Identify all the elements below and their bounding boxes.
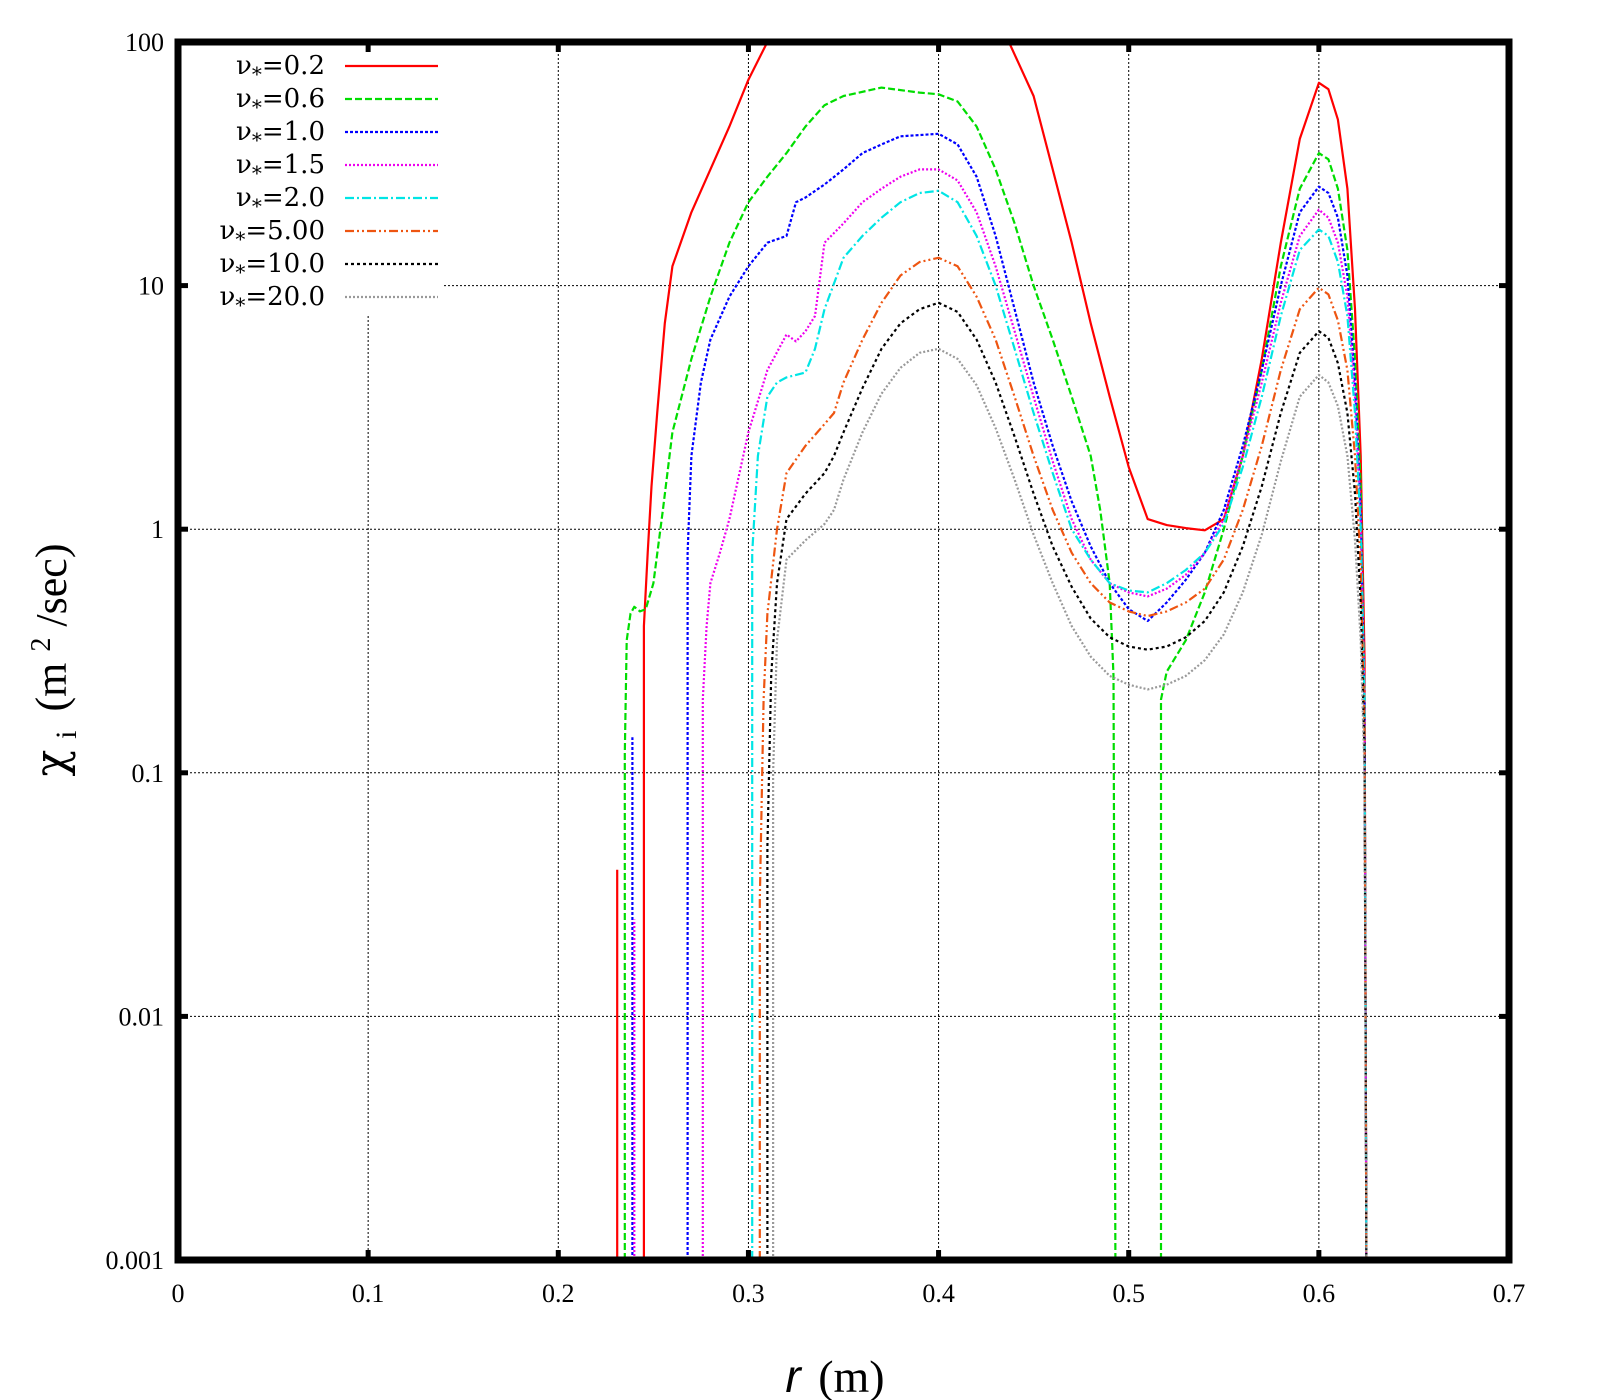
series-line: [772, 347, 1368, 1260]
y-tick-labels: 0.001 0.01 0.1 1 10 100: [106, 28, 165, 1275]
legend-label: ν*=10.0: [220, 249, 326, 284]
y-tick-label: 0.001: [106, 1246, 165, 1275]
x-tick-label: 0.1: [352, 1279, 385, 1308]
series-4: [633, 168, 1368, 1260]
y-tick-label: 100: [125, 28, 164, 57]
series-6: [758, 256, 1368, 1260]
legend-label: ν*=2.0: [236, 183, 325, 218]
series-line: [766, 301, 1368, 1260]
x-tick-labels: 0 0.1 0.2 0.3 0.4 0.5 0.6 0.7: [172, 1279, 1526, 1308]
legend-label: ν*=1.0: [236, 117, 325, 152]
series-line: [642, 42, 769, 1260]
y-tick-label: 0.01: [119, 1002, 165, 1031]
y-axis-subscript: i: [50, 730, 83, 738]
y-axis-unit-open: (m: [27, 663, 76, 712]
y-axis-unit-sup: 2: [26, 638, 57, 652]
x-tick-label: 0.6: [1303, 1279, 1336, 1308]
y-tick-label: 10: [138, 272, 164, 301]
x-tick-label: 0.5: [1112, 1279, 1145, 1308]
series-line: [1159, 152, 1368, 1260]
x-tick-label: 0.3: [732, 1279, 765, 1308]
legend-label: ν*=0.2: [236, 51, 325, 86]
legend-item: ν*=0.2: [236, 51, 438, 86]
y-axis-symbol: χ: [26, 750, 77, 777]
legend-item: ν*=2.0: [236, 183, 438, 218]
legend-label: ν*=20.0: [220, 282, 326, 317]
x-tick-label: 0: [172, 1279, 185, 1308]
y-axis-unit-close: /sec): [27, 544, 76, 627]
x-axis-title: r (m): [785, 1350, 884, 1400]
series-7: [766, 301, 1368, 1260]
series-line: [1007, 42, 1368, 1260]
x-axis-variable: r: [785, 1350, 802, 1400]
legend-label: ν*=1.5: [236, 150, 325, 185]
series-line: [701, 168, 1368, 1260]
series-line: [751, 189, 1368, 1260]
x-tick-label: 0.2: [542, 1279, 575, 1308]
legend-item: ν*=1.5: [236, 150, 438, 185]
y-axis-title: χ i (m 2 /sec): [11, 544, 86, 777]
legend-item: ν*=1.0: [236, 117, 438, 152]
series-layer: [616, 42, 1368, 1260]
series-2: [623, 86, 1368, 1260]
grid: [178, 42, 1509, 1260]
legend-label: ν*=5.00: [220, 216, 326, 251]
series-8: [772, 347, 1368, 1260]
legend-item: ν*=10.0: [220, 249, 438, 284]
series-line: [623, 86, 1117, 1260]
plot-frame: [174, 38, 1513, 1264]
y-tick-label: 1: [151, 515, 164, 544]
series-5: [751, 189, 1368, 1260]
x-tick-label: 0.4: [922, 1279, 955, 1308]
x-tick-label: 0.7: [1493, 1279, 1526, 1308]
series-line: [758, 256, 1368, 1260]
x-axis-unit: (m): [818, 1351, 884, 1400]
legend-item: ν*=5.00: [220, 216, 438, 251]
legend-item: ν*=0.6: [236, 84, 438, 119]
y-tick-label: 0.1: [132, 759, 165, 788]
legend: ν*=0.2ν*=0.6ν*=1.0ν*=1.5ν*=2.0ν*=5.00ν*=…: [220, 51, 438, 317]
legend-label: ν*=0.6: [236, 84, 325, 119]
legend-item: ν*=20.0: [220, 282, 438, 317]
series-3: [631, 132, 1368, 1260]
series-line: [686, 132, 1368, 1260]
